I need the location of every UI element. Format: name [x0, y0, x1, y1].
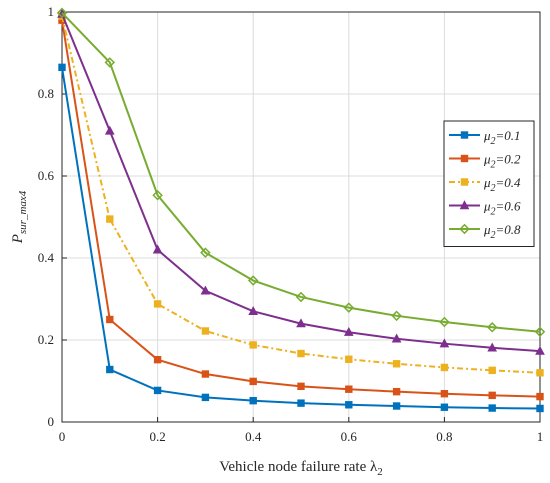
x-tick-label: 0	[59, 429, 66, 444]
data-point-marker	[391, 333, 402, 343]
data-point-marker	[106, 315, 114, 324]
data-point-marker	[460, 131, 469, 139]
y-tick-label: 0.6	[38, 168, 55, 183]
series-5	[56, 7, 546, 338]
legend-entry: μ2=0.2	[449, 152, 521, 171]
data-point-marker	[534, 326, 546, 338]
data-point-marker	[56, 7, 68, 19]
data-point-marker	[201, 370, 210, 378]
x-tick-label: 1	[537, 429, 544, 444]
data-point-marker	[535, 345, 545, 355]
data-point-marker	[440, 403, 449, 411]
data-point-marker	[343, 302, 355, 313]
y-tick-label: 0.2	[38, 332, 54, 347]
data-point-marker	[345, 355, 353, 363]
data-point-marker	[439, 316, 450, 328]
data-point-marker	[345, 401, 353, 409]
legend-label: μ2=0.4	[483, 175, 521, 194]
series-line	[61, 12, 541, 333]
x-tick-label: 0.2	[149, 429, 165, 444]
legend: μ2=0.1 μ2=0.2 μ2=0.4 μ2=0.6 μ2=0.8	[443, 120, 535, 247]
data-point-marker	[153, 300, 162, 308]
data-point-marker	[249, 341, 257, 349]
data-point-marker	[486, 322, 498, 333]
data-point-marker	[460, 154, 469, 163]
legend-label: μ2=0.8	[483, 222, 521, 241]
y-axis-label: Psur_max4	[10, 190, 29, 244]
data-point-marker	[106, 215, 114, 223]
series-line	[61, 15, 541, 374]
y-axis-label-subscript: sur_max4	[17, 190, 29, 234]
data-point-marker	[152, 244, 163, 254]
legend-label: μ2=0.1	[483, 128, 521, 147]
data-point-marker	[247, 275, 259, 286]
data-point-marker	[106, 365, 114, 374]
data-point-marker	[297, 399, 305, 407]
data-point-marker	[297, 382, 305, 391]
data-point-marker	[392, 402, 401, 410]
data-point-marker	[536, 404, 544, 413]
data-point-marker	[152, 190, 163, 201]
data-point-marker	[459, 223, 470, 235]
y-tick-label: 0.8	[38, 86, 54, 101]
data-point-marker	[345, 385, 353, 393]
y-tick-label: 0.4	[38, 250, 55, 265]
data-point-marker	[296, 318, 306, 328]
plot-area-frame	[61, 11, 541, 423]
legend-label: μ2=0.6	[483, 199, 521, 218]
legend-entry: μ2=0.1	[449, 128, 521, 147]
data-point-marker	[536, 392, 544, 401]
data-point-marker	[153, 386, 162, 395]
data-point-marker	[58, 63, 66, 72]
x-tick-label: 0.6	[341, 429, 358, 444]
data-point-marker	[488, 404, 496, 412]
legend-box	[443, 120, 535, 247]
data-point-marker	[488, 366, 496, 375]
data-point-marker	[201, 327, 210, 335]
data-point-marker	[439, 338, 450, 348]
data-point-marker	[459, 200, 470, 210]
legend-entry: μ2=0.8	[449, 222, 521, 241]
y-tick-label: 0	[48, 414, 55, 429]
data-point-marker	[249, 377, 257, 386]
data-point-marker	[295, 291, 307, 303]
data-point-marker	[460, 178, 469, 186]
data-point-marker	[343, 326, 354, 336]
data-point-marker	[104, 125, 115, 135]
data-point-marker	[440, 363, 449, 372]
data-point-marker	[201, 393, 210, 402]
data-point-marker	[440, 390, 449, 398]
x-tick-label: 0.4	[245, 429, 262, 444]
data-point-marker	[153, 355, 162, 364]
data-point-marker	[488, 391, 496, 400]
data-point-marker	[200, 247, 211, 258]
series-group	[56, 7, 546, 413]
data-point-marker	[392, 387, 401, 396]
data-point-marker	[200, 285, 211, 295]
x-axis-label: Vehicle node failure rate λ2	[219, 459, 383, 478]
legend-entry: μ2=0.6	[449, 199, 521, 218]
series-1	[58, 63, 544, 413]
data-point-marker	[487, 342, 498, 352]
data-point-marker	[249, 396, 257, 405]
data-point-marker	[297, 349, 305, 358]
axis-ticks: 0 0.2 0.4 0.6 0.8 1 0 0.2 0.4 0.6 0.8 1	[38, 4, 544, 444]
series-4	[57, 8, 545, 355]
x-axis-label-subscript: 2	[377, 466, 383, 478]
data-point-marker	[248, 306, 259, 315]
data-point-marker	[104, 57, 116, 68]
data-point-marker	[536, 369, 544, 377]
x-tick-label: 0.8	[436, 429, 452, 444]
legend-label: μ2=0.2	[483, 152, 521, 171]
data-point-marker	[392, 360, 401, 368]
y-tick-label: 1	[48, 4, 55, 19]
data-point-marker	[391, 310, 402, 322]
legend-entry: μ2=0.4	[449, 175, 521, 194]
